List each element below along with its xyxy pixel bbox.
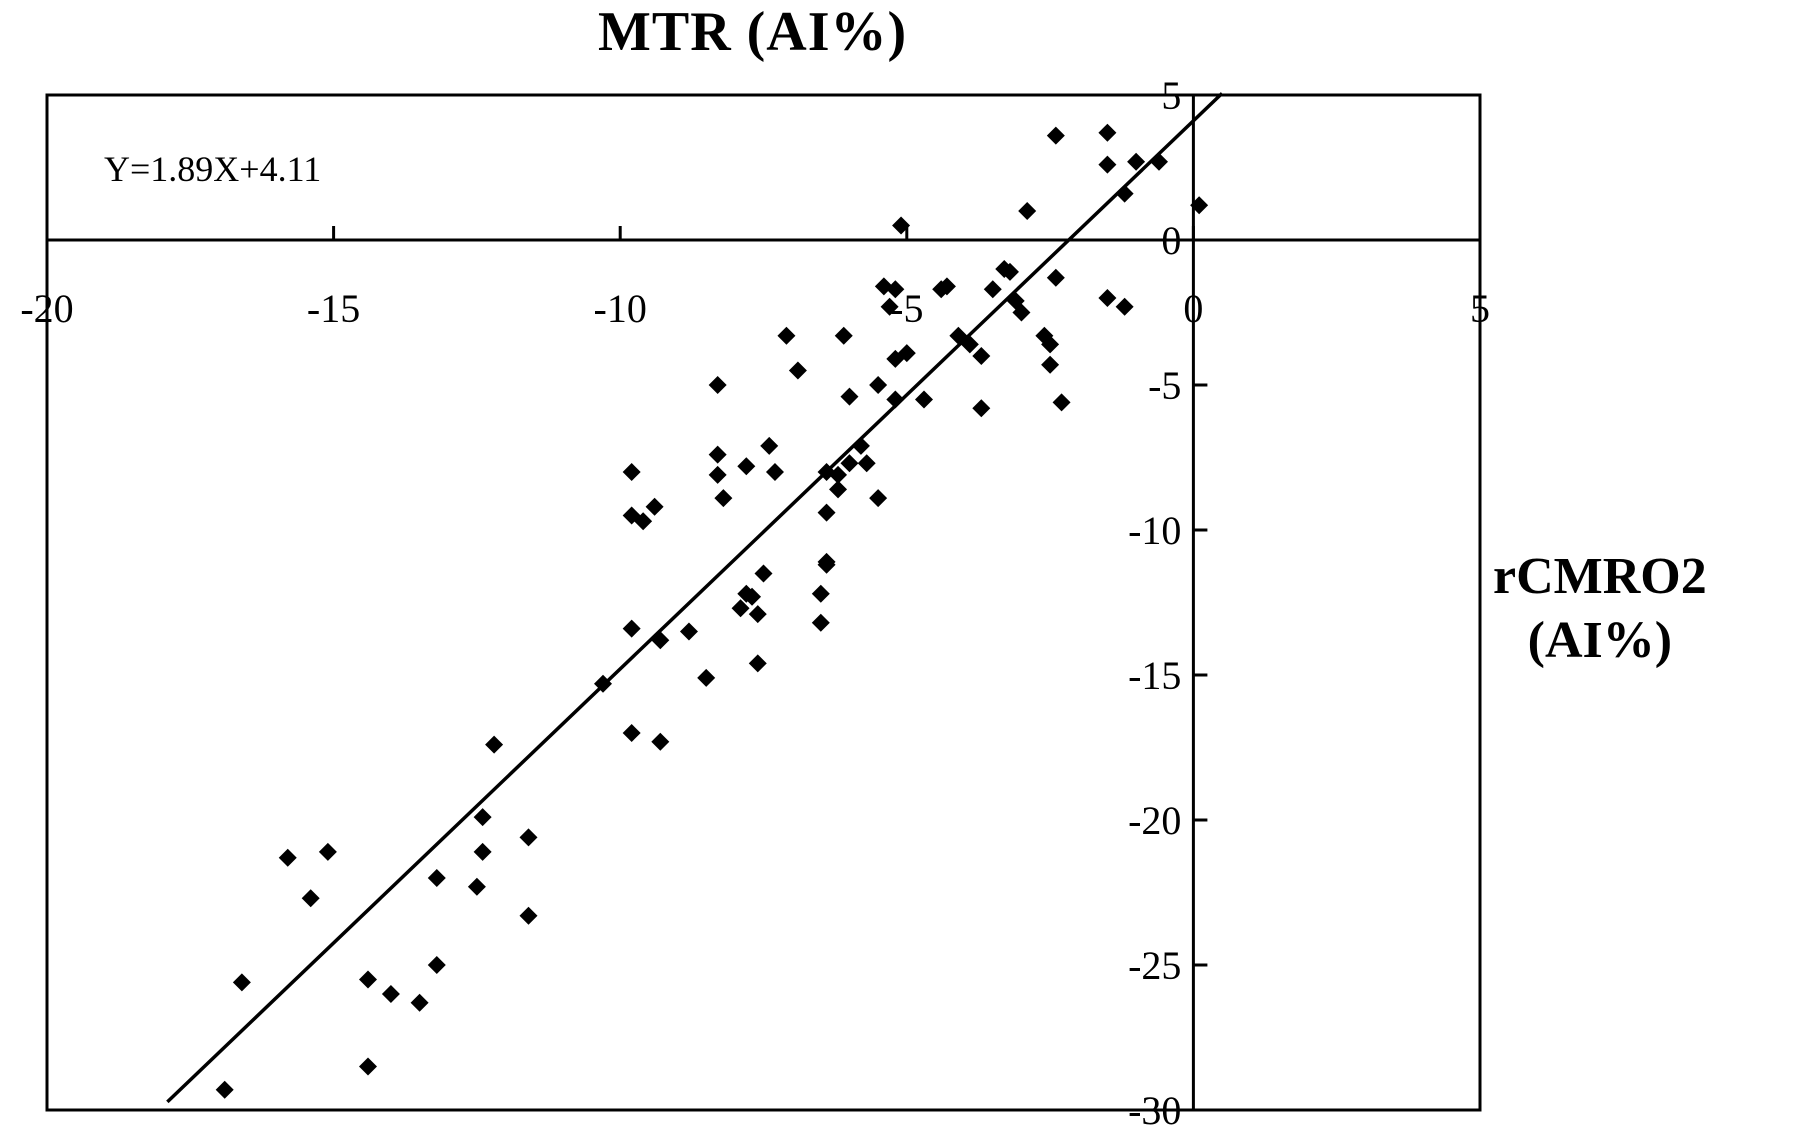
data-point (1012, 303, 1031, 322)
data-point (972, 399, 991, 418)
y-tick-label: -30 (1128, 1088, 1181, 1132)
data-point (811, 584, 830, 603)
data-point (519, 906, 538, 925)
y-axis-title-line2: (AI%) (1527, 612, 1673, 669)
data-point (754, 564, 773, 583)
data-point (708, 445, 727, 464)
data-point (427, 956, 446, 974)
x-tick-label: 5 (1470, 286, 1490, 331)
data-point (857, 454, 876, 473)
data-point (232, 973, 251, 992)
regression-equation: Y=1.89X+4.11 (104, 149, 322, 189)
data-point (983, 280, 1002, 299)
data-point (880, 297, 899, 316)
data-point (1018, 202, 1037, 220)
data-point (886, 390, 905, 409)
data-point (737, 457, 756, 476)
y-tick-label: 5 (1161, 73, 1181, 118)
data-point (519, 828, 538, 847)
y-axis-title: rCMRO2 (AI%) (1493, 545, 1707, 673)
data-point (1098, 155, 1117, 174)
data-point (278, 848, 297, 867)
data-point (697, 668, 716, 687)
data-point (358, 970, 377, 989)
data-point (1098, 123, 1117, 142)
data-point (840, 387, 859, 406)
data-point (708, 376, 727, 394)
data-point (1041, 355, 1060, 374)
data-point (869, 489, 888, 508)
data-point (1000, 262, 1019, 281)
x-tick-label: 0 (1183, 286, 1203, 331)
y-axis-title-line1: rCMRO2 (1493, 548, 1707, 605)
data-point (1127, 152, 1146, 171)
data-point (622, 619, 641, 638)
data-point (748, 654, 767, 673)
data-point (788, 361, 807, 380)
data-point (1115, 297, 1134, 316)
data-point (708, 465, 727, 484)
data-point (1190, 196, 1209, 215)
data-point (869, 376, 888, 394)
y-tick-label: -5 (1148, 363, 1181, 408)
data-point (473, 842, 492, 861)
data-point (897, 344, 916, 363)
data-point (634, 512, 653, 531)
data-point (467, 877, 486, 896)
x-axis-title: MTR (AI%) (598, 1, 908, 63)
y-tick-label: -25 (1128, 943, 1181, 988)
data-point (651, 631, 670, 650)
x-tick-label: -15 (307, 286, 360, 331)
data-point (485, 735, 504, 754)
data-point (834, 326, 853, 345)
data-point (301, 889, 320, 908)
data-point (645, 497, 664, 516)
data-point (473, 808, 492, 827)
data-point (829, 480, 848, 499)
data-point (1098, 289, 1117, 307)
data-point (972, 347, 991, 365)
data-point (622, 724, 641, 742)
y-tick-label: -15 (1128, 653, 1181, 698)
data-point (760, 436, 779, 455)
data-point (811, 613, 830, 632)
data-point (381, 985, 400, 1003)
data-point (731, 599, 750, 618)
data-point (817, 503, 836, 522)
data-point (358, 1057, 377, 1076)
data-point (777, 326, 796, 345)
data-point (817, 555, 836, 574)
data-point (840, 454, 859, 473)
data-point (622, 463, 641, 481)
data-point (714, 489, 733, 508)
data-point (410, 993, 429, 1012)
regression-line (166, 92, 1224, 1104)
data-point (748, 605, 767, 624)
data-point (765, 463, 784, 481)
data-point (892, 216, 911, 235)
data-point (914, 390, 933, 409)
data-point (679, 622, 698, 641)
data-point (215, 1080, 234, 1099)
plot-frame (45, 93, 1482, 1112)
data-point (318, 842, 337, 861)
data-point (1041, 335, 1060, 354)
data-point (932, 280, 951, 299)
data-point (1046, 126, 1065, 145)
data-point (1046, 268, 1065, 287)
data-point (886, 280, 905, 299)
y-tick-label: 0 (1161, 218, 1181, 263)
y-tick-label: -10 (1128, 508, 1181, 553)
data-point (651, 732, 670, 751)
x-tick-label: -20 (20, 286, 73, 331)
data-point (1052, 393, 1071, 412)
data-point (427, 869, 446, 887)
x-tick-label: -10 (594, 286, 647, 331)
data-point (737, 584, 756, 603)
y-tick-label: -20 (1128, 798, 1181, 843)
